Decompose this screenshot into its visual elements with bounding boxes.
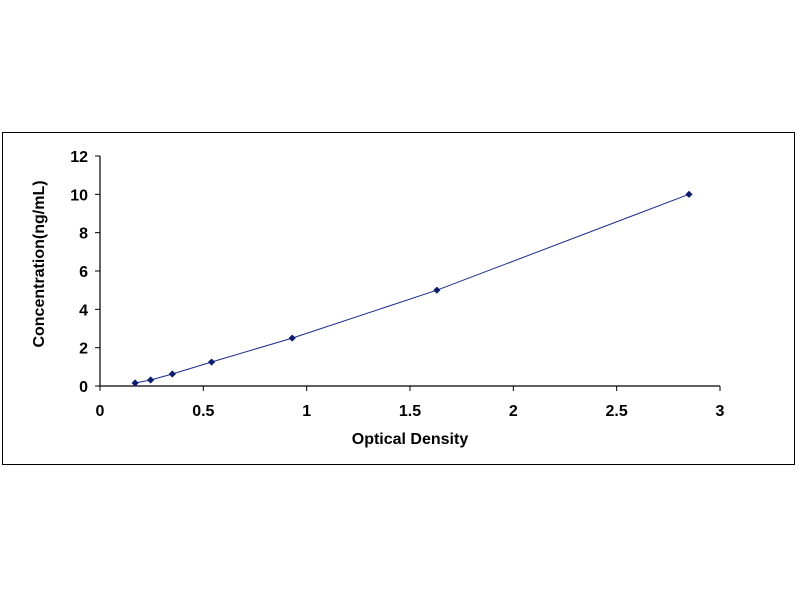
axes: 0 0.5 1 1.5 2 2.5 3 0 2 4 6 8 10 12 [70, 149, 724, 420]
series-line [135, 193, 690, 384]
x-tick-label: 0.5 [192, 403, 214, 420]
data-point [433, 286, 441, 294]
y-axis-title: Concentration(ng/mL) [31, 180, 48, 347]
x-tick-label: 1 [302, 403, 311, 420]
data-point [168, 370, 176, 378]
x-tick-label: 0 [96, 403, 105, 420]
x-tick-label: 3 [716, 403, 725, 420]
chart-frame [2, 132, 795, 465]
x-tick-label: 2 [509, 403, 518, 420]
x-axis-title: Optical Density [352, 431, 469, 448]
data-point [131, 379, 139, 387]
data-point [208, 358, 216, 366]
y-tick-label: 12 [70, 149, 88, 166]
data-point [685, 190, 693, 198]
y-tick-label: 0 [79, 379, 88, 396]
y-tick-label: 6 [79, 264, 88, 281]
x-tick-label: 2.5 [606, 403, 628, 420]
y-tick-label: 10 [70, 187, 88, 204]
y-tick-label: 4 [79, 302, 88, 319]
x-tick-label: 1.5 [399, 403, 421, 420]
chart-marks [131, 190, 693, 387]
y-tick-label: 2 [79, 341, 88, 358]
data-point [147, 376, 155, 384]
data-point [288, 334, 296, 342]
y-tick-label: 8 [79, 226, 88, 243]
